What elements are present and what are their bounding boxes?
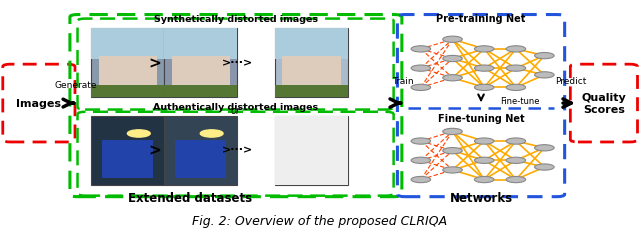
FancyBboxPatch shape — [92, 29, 164, 60]
Text: Fine-tuning Net: Fine-tuning Net — [438, 114, 524, 124]
Text: Fig. 2: Overview of the proposed CLRIQA: Fig. 2: Overview of the proposed CLRIQA — [192, 215, 447, 227]
FancyBboxPatch shape — [99, 56, 157, 87]
Text: >···>: >···> — [221, 145, 253, 155]
FancyBboxPatch shape — [92, 29, 164, 98]
Circle shape — [443, 37, 462, 43]
Text: >: > — [148, 142, 161, 158]
Text: Generate: Generate — [54, 81, 97, 90]
Circle shape — [506, 138, 525, 144]
FancyBboxPatch shape — [164, 29, 237, 98]
Circle shape — [474, 158, 494, 164]
Text: >···>: >···> — [221, 58, 253, 68]
Text: Images: Images — [17, 99, 61, 109]
Circle shape — [411, 158, 431, 164]
FancyBboxPatch shape — [175, 141, 226, 178]
Text: Extended datasets: Extended datasets — [127, 191, 252, 204]
Circle shape — [474, 177, 494, 183]
Circle shape — [127, 130, 150, 137]
FancyBboxPatch shape — [164, 117, 237, 185]
Circle shape — [443, 75, 462, 82]
Text: Fine-tune: Fine-tune — [500, 96, 540, 106]
Circle shape — [411, 66, 431, 72]
Circle shape — [506, 177, 525, 183]
Circle shape — [506, 46, 525, 53]
FancyBboxPatch shape — [275, 29, 348, 98]
Circle shape — [506, 85, 525, 91]
Circle shape — [474, 138, 494, 144]
FancyBboxPatch shape — [275, 29, 348, 60]
Circle shape — [411, 85, 431, 91]
Circle shape — [411, 177, 431, 183]
Circle shape — [200, 130, 223, 137]
FancyBboxPatch shape — [275, 85, 348, 98]
FancyBboxPatch shape — [164, 85, 237, 98]
Circle shape — [534, 164, 554, 170]
Circle shape — [411, 138, 431, 144]
FancyBboxPatch shape — [92, 85, 164, 98]
Circle shape — [443, 167, 462, 173]
Circle shape — [534, 53, 554, 60]
Circle shape — [506, 66, 525, 72]
FancyBboxPatch shape — [275, 117, 348, 185]
Text: >: > — [148, 56, 161, 71]
Text: Predict: Predict — [555, 76, 586, 85]
Circle shape — [443, 148, 462, 154]
Circle shape — [443, 56, 462, 62]
Circle shape — [474, 85, 494, 91]
Text: Quality
Scores: Quality Scores — [582, 93, 627, 114]
Circle shape — [534, 145, 554, 151]
Text: Synthetically distorted images: Synthetically distorted images — [154, 15, 318, 25]
Text: Networks: Networks — [449, 191, 513, 204]
Circle shape — [443, 129, 462, 135]
FancyBboxPatch shape — [275, 117, 348, 185]
Circle shape — [534, 72, 554, 79]
Circle shape — [474, 46, 494, 53]
Circle shape — [411, 46, 431, 53]
Circle shape — [474, 66, 494, 72]
FancyBboxPatch shape — [164, 29, 237, 60]
Text: Train: Train — [392, 76, 413, 85]
FancyBboxPatch shape — [172, 56, 230, 87]
FancyBboxPatch shape — [282, 56, 340, 87]
FancyBboxPatch shape — [102, 141, 154, 178]
Text: Authentically distorted images: Authentically distorted images — [154, 102, 319, 111]
Text: or: or — [231, 106, 241, 116]
Circle shape — [506, 158, 525, 164]
Text: Pre-training Net: Pre-training Net — [436, 14, 525, 24]
FancyBboxPatch shape — [92, 117, 164, 185]
